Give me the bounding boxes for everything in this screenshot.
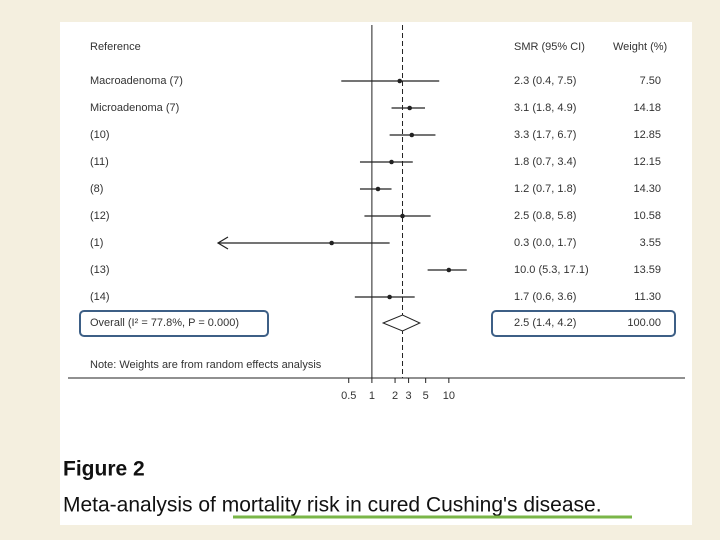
estimate-label: 0.3 (0.0, 1.7): [514, 237, 576, 249]
estimate-label: 1.7 (0.6, 3.6): [514, 291, 576, 303]
column-header: Reference: [90, 41, 141, 53]
overall-diamond: [381, 314, 422, 332]
point-estimate: [389, 159, 394, 165]
estimate-label: 10.0 (5.3, 17.1): [514, 264, 589, 276]
study-label: (1): [90, 237, 103, 249]
x-tick-label: 5: [423, 390, 429, 402]
study-label: (12): [90, 210, 110, 222]
point-estimate: [407, 105, 412, 111]
overall-estimate-label: 2.5 (1.4, 4.2): [514, 317, 576, 329]
point-estimate: [400, 213, 405, 219]
estimate-label: 2.3 (0.4, 7.5): [514, 75, 576, 87]
point-estimate: [375, 186, 381, 192]
weight-label: 11.30: [634, 291, 661, 303]
weight-label: 7.50: [640, 75, 661, 87]
overall-weight-label: 100.00: [627, 317, 661, 329]
study-label: (14): [90, 291, 110, 303]
study-label: (10): [90, 129, 110, 141]
weight-label: 12.85: [633, 129, 661, 141]
weight-label: 3.55: [640, 237, 661, 249]
study-label: Macroadenoma (7): [90, 75, 183, 87]
point-estimate: [329, 240, 334, 246]
x-tick-label: 0.5: [341, 390, 356, 402]
point-estimate: [446, 267, 452, 273]
estimate-label: 3.3 (1.7, 6.7): [514, 129, 576, 141]
highlight-box: [491, 310, 676, 337]
overall-label: Overall (I² = 77.8%, P = 0.000): [90, 317, 239, 329]
point-estimate: [409, 132, 415, 138]
x-tick-label: 1: [369, 390, 375, 402]
caption: Meta-analysis of mortality risk in cured…: [63, 494, 602, 517]
highlight-box: [79, 310, 269, 337]
weight-label: 12.15: [633, 156, 661, 168]
weight-label: 13.59: [633, 264, 661, 276]
point-estimate: [387, 294, 392, 300]
weight-label: 14.18: [633, 102, 661, 114]
weight-label: 10.58: [633, 210, 661, 222]
study-label: (8): [90, 183, 103, 195]
x-tick-label: 10: [443, 390, 455, 402]
column-header: Weight (%): [613, 41, 667, 53]
figure-label: Figure 2: [63, 458, 145, 481]
estimate-label: 1.2 (0.7, 1.8): [514, 183, 576, 195]
truncation-arrow: [216, 236, 229, 250]
point-estimate: [397, 78, 403, 84]
estimate-label: 3.1 (1.8, 4.9): [514, 102, 576, 114]
estimate-label: 2.5 (0.8, 5.8): [514, 210, 576, 222]
weight-label: 14.30: [633, 183, 661, 195]
study-label: Microadenoma (7): [90, 102, 179, 114]
estimate-label: 1.8 (0.7, 3.4): [514, 156, 576, 168]
study-label: (13): [90, 264, 110, 276]
note: Note: Weights are from random effects an…: [90, 359, 322, 371]
figure-panel: [60, 22, 692, 525]
x-tick-label: 3: [406, 390, 412, 402]
column-header: SMR (95% CI): [514, 41, 585, 53]
study-label: (11): [90, 156, 109, 168]
x-tick-label: 2: [392, 390, 398, 402]
